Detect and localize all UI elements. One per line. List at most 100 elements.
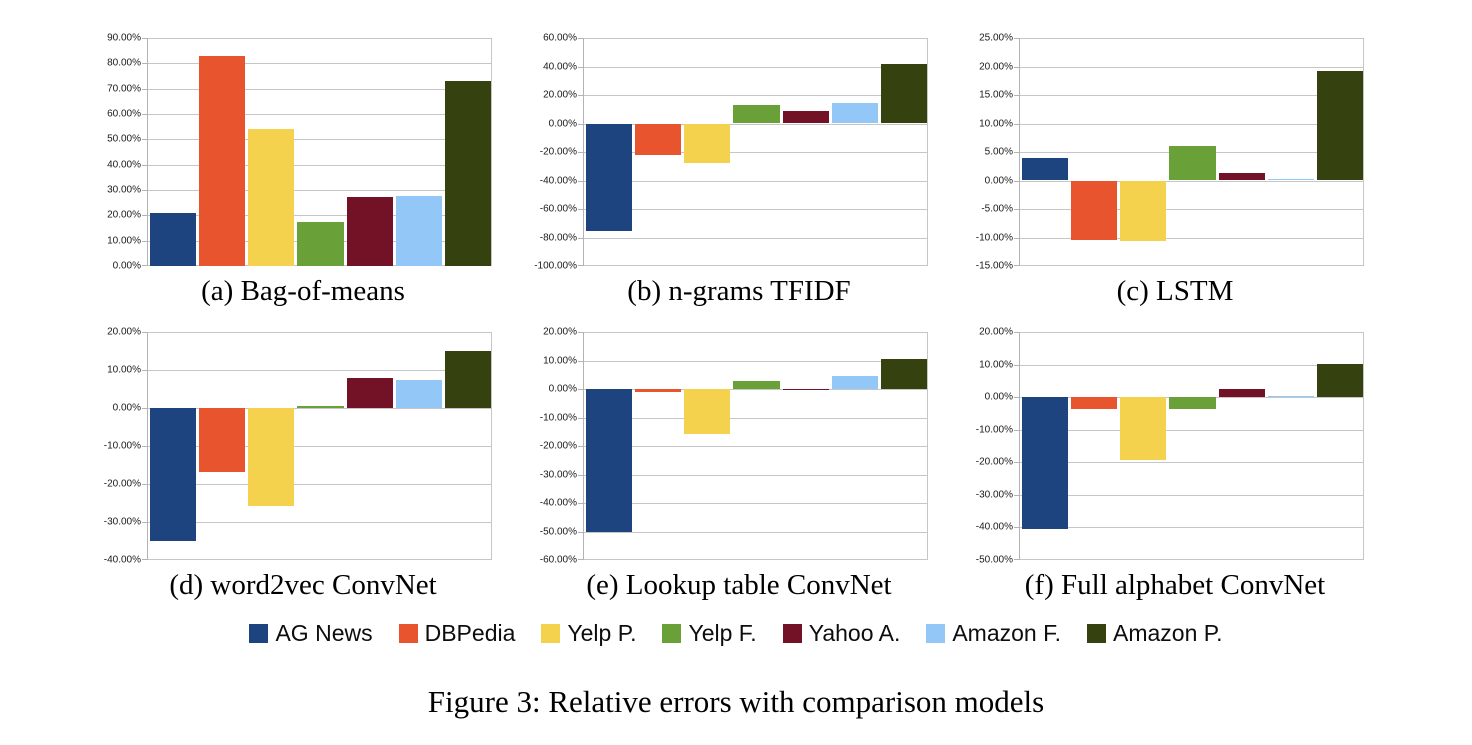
chart-title-b-n-grams-tfidf: (b) n-grams TFIDF — [627, 275, 851, 307]
y-tick-mark — [578, 417, 583, 419]
gridline — [584, 417, 927, 419]
y-tick-mark — [578, 66, 583, 68]
bar-yelp-p — [248, 129, 295, 266]
bar-ag-news — [1021, 158, 1068, 181]
y-tick-label: 50.00% — [107, 133, 141, 145]
bar-amazon-f — [1267, 396, 1315, 398]
y-tick-label: 20.00% — [543, 326, 577, 338]
y-tick-label: -40.00% — [539, 497, 577, 509]
y-tick-mark — [142, 446, 147, 447]
gridline — [1020, 95, 1363, 96]
gridline — [148, 484, 491, 485]
legend-label: DBPedia — [424, 620, 516, 646]
bar-yelp-f — [733, 380, 780, 389]
chart-title-e-lookup-table-convnet: (e) Lookup table ConvNet — [586, 569, 892, 601]
bar-amazon-p — [445, 350, 492, 408]
y-tick-mark — [578, 209, 583, 210]
y-tick-mark — [578, 559, 583, 560]
y-axis-labels: 90.00% 80.00% 70.00% 60.00% 50.00% 40.00% 30.0… — [85, 33, 147, 272]
gridline — [148, 88, 491, 90]
chart-title-f-full-alphabet-convnet: (f) Full alphabet ConvNet — [1024, 569, 1326, 601]
y-tick-mark — [1014, 38, 1019, 39]
plot-area — [142, 38, 492, 266]
y-tick-mark — [578, 332, 583, 333]
gridline — [148, 164, 491, 166]
y-tick-label: -10.00% — [975, 424, 1013, 436]
y-tick-mark — [578, 503, 583, 504]
y-tick-mark — [1014, 265, 1019, 266]
y-tick-mark — [1014, 152, 1019, 153]
y-tick-label: -10.00% — [103, 440, 141, 452]
y-tick-mark — [142, 265, 147, 266]
y-tick-label: -50.00% — [539, 526, 577, 537]
gridline — [1020, 429, 1363, 431]
y-tick-mark — [578, 265, 583, 266]
y-tick-mark — [1014, 66, 1019, 68]
legend-swatch-icon — [1087, 624, 1106, 643]
y-tick-mark — [1014, 559, 1019, 560]
legend-label: Yelp P. — [567, 620, 637, 646]
bar-yahoo-a — [346, 197, 393, 266]
y-tick-label: 0.00% — [112, 260, 141, 272]
bar-amazon-p — [445, 81, 492, 266]
bar-amazon-p — [1317, 363, 1364, 398]
gridline — [584, 209, 927, 210]
y-tick-mark — [578, 123, 583, 125]
y-tick-mark — [578, 389, 583, 390]
legend-swatch-icon — [662, 624, 682, 643]
y-tick-mark — [142, 240, 147, 242]
y-tick-mark — [142, 484, 147, 485]
bar-yelp-p — [1120, 180, 1167, 241]
y-tick-label: -60.00% — [539, 203, 577, 215]
y-tick-mark — [1014, 332, 1019, 333]
y-tick-mark — [142, 215, 147, 217]
chart-area: 20.00% 10.00% 0.00% -10.00% -20.00% -30.00% -4… — [85, 324, 521, 566]
y-tick-label: 20.00% — [107, 326, 141, 338]
legend: AG News DBPedia Yelp P. Yelp F. Yahoo A. Amaz… — [0, 620, 1472, 647]
y-axis-labels: 20.00% 10.00% 0.00% -10.00% -20.00% -30.00% -4… — [957, 327, 1019, 566]
bar-dbpedia — [634, 389, 682, 392]
bar-ag-news — [1021, 397, 1068, 530]
gridline — [1020, 559, 1363, 560]
y-tick-mark — [578, 95, 583, 96]
bar-amazon-f — [1267, 178, 1315, 181]
gridline — [148, 190, 491, 191]
y-tick-mark — [142, 559, 147, 560]
y-tick-label: -20.00% — [975, 456, 1013, 468]
bar-dbpedia — [198, 55, 246, 266]
y-tick-label: -40.00% — [103, 554, 141, 566]
y-tick-mark — [578, 38, 583, 39]
y-tick-label: -15.00% — [975, 260, 1013, 272]
gridline — [1020, 38, 1363, 39]
bar-yelp-f — [733, 104, 780, 124]
y-tick-label: -40.00% — [539, 175, 577, 186]
y-tick-mark — [578, 474, 583, 476]
y-tick-label: -60.00% — [539, 554, 577, 566]
gridline — [1020, 265, 1363, 266]
chart-cell-c-lstm: 25.00% 20.00% 15.00% 10.00% 5.00% 0.00% -5.00%… — [957, 30, 1393, 308]
legend-item-yelp-p: Yelp P. — [541, 620, 636, 647]
y-tick-mark — [1014, 494, 1019, 496]
plot-area — [142, 332, 492, 560]
y-tick-mark — [1014, 95, 1019, 96]
legend-label: Yahoo A. — [808, 620, 901, 646]
bar-ag-news — [585, 389, 632, 532]
y-tick-mark — [1014, 180, 1019, 182]
legend-swatch-icon — [782, 624, 802, 643]
y-tick-label: -20.00% — [103, 478, 141, 490]
bar-yelp-f — [1169, 397, 1216, 409]
y-tick-label: 10.00% — [979, 118, 1013, 129]
plot-area — [578, 332, 928, 560]
y-tick-mark — [142, 190, 147, 191]
y-tick-label: -100.00% — [534, 260, 577, 272]
legend-swatch-icon — [541, 624, 561, 643]
legend-item-ag-news: AG News — [249, 620, 373, 647]
gridline — [584, 389, 927, 390]
y-tick-mark — [578, 360, 583, 362]
y-tick-label: 0.00% — [548, 383, 577, 395]
bar-yelp-p — [684, 389, 731, 435]
bar-yahoo-a — [346, 378, 393, 408]
y-tick-label: 90.00% — [107, 32, 141, 44]
chart-cell-f-full-alphabet-convnet: 20.00% 10.00% 0.00% -10.00% -20.00% -30.00% -4… — [957, 324, 1393, 602]
y-tick-mark — [142, 114, 147, 115]
